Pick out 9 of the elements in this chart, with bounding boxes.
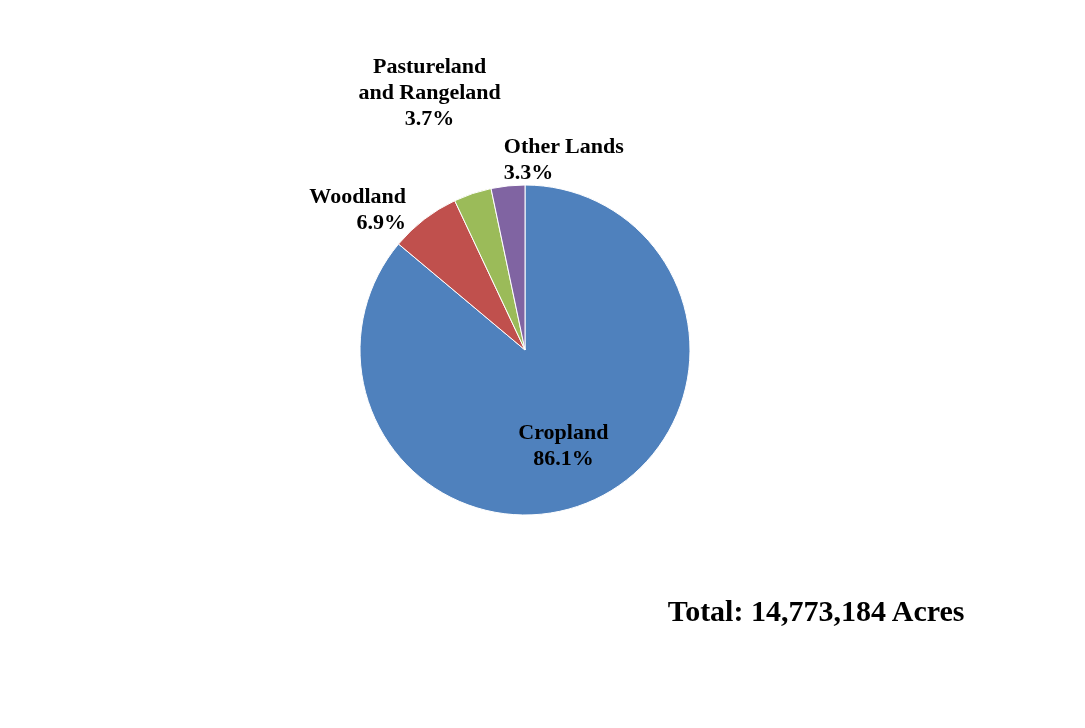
data-label: 3.3% [503,159,554,185]
data-label: 3.7% [404,104,455,130]
slice-label: Woodland [309,182,406,208]
data-label: 86.1% [533,445,594,471]
slice-label: Cropland [518,419,609,445]
text: Total: 14,773,184 Acres [667,594,965,628]
data-label: 6.9% [356,208,406,234]
slice-label: Other Lands [503,133,625,159]
slice-label: Pastureland and Rangeland [358,52,501,104]
